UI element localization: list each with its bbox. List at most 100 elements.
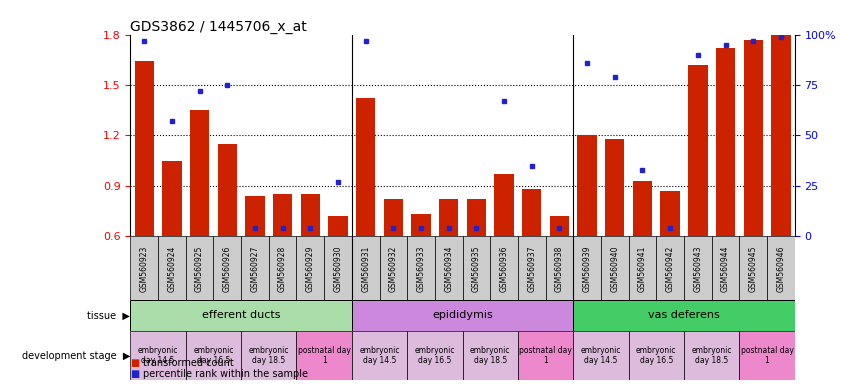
Bar	[739, 331, 795, 380]
Bar	[241, 236, 269, 300]
Bar	[328, 216, 347, 236]
Bar	[628, 236, 656, 300]
Bar	[739, 236, 767, 300]
Bar	[495, 174, 514, 236]
Bar	[518, 331, 574, 380]
Text: ■: ■	[130, 369, 140, 379]
Bar	[628, 331, 684, 380]
Bar	[218, 144, 237, 236]
Text: percentile rank within the sample: percentile rank within the sample	[143, 369, 308, 379]
Bar	[352, 236, 379, 300]
Text: efferent ducts: efferent ducts	[202, 310, 280, 320]
Bar	[684, 236, 711, 300]
Text: tissue  ▶: tissue ▶	[87, 310, 130, 320]
Bar	[463, 236, 490, 300]
Bar	[656, 236, 684, 300]
Bar	[135, 61, 154, 236]
Bar	[518, 236, 546, 300]
Bar	[711, 236, 739, 300]
Bar	[296, 331, 352, 380]
Text: GSM560943: GSM560943	[693, 246, 702, 292]
Text: postnatal day
1: postnatal day 1	[519, 346, 572, 366]
Text: embryonic
day 14.5: embryonic day 14.5	[359, 346, 399, 366]
Text: GSM560936: GSM560936	[500, 246, 509, 292]
Text: embryonic
day 16.5: embryonic day 16.5	[636, 346, 676, 366]
Text: embryonic
day 18.5: embryonic day 18.5	[691, 346, 732, 366]
Bar	[716, 48, 735, 236]
Bar	[407, 236, 435, 300]
Bar	[606, 139, 625, 236]
Text: GSM560926: GSM560926	[223, 246, 232, 292]
Bar	[273, 194, 293, 236]
Bar	[352, 331, 407, 380]
Bar	[550, 216, 569, 236]
Bar	[767, 236, 795, 300]
Bar	[214, 236, 241, 300]
Text: GSM560941: GSM560941	[638, 246, 647, 292]
Bar	[467, 199, 486, 236]
Bar	[574, 300, 795, 331]
Text: GSM560931: GSM560931	[361, 246, 370, 292]
Text: embryonic
day 18.5: embryonic day 18.5	[249, 346, 289, 366]
Text: epididymis: epididymis	[432, 310, 493, 320]
Bar	[632, 181, 652, 236]
Text: GSM560923: GSM560923	[140, 246, 149, 292]
Text: GSM560934: GSM560934	[444, 246, 453, 292]
Text: GSM560935: GSM560935	[472, 246, 481, 292]
Bar	[158, 236, 186, 300]
Text: GSM560927: GSM560927	[251, 246, 259, 292]
Text: GSM560940: GSM560940	[611, 246, 619, 292]
Bar	[186, 331, 241, 380]
Text: GSM560938: GSM560938	[555, 246, 564, 292]
Bar	[383, 199, 403, 236]
Bar	[771, 35, 791, 236]
Text: embryonic
day 16.5: embryonic day 16.5	[415, 346, 455, 366]
Bar	[241, 331, 296, 380]
Bar	[684, 331, 739, 380]
Text: GSM560928: GSM560928	[278, 246, 287, 292]
Bar	[190, 110, 209, 236]
Bar	[743, 40, 763, 236]
Bar	[356, 98, 375, 236]
Bar	[463, 331, 518, 380]
Bar	[490, 236, 518, 300]
Bar	[130, 331, 186, 380]
Bar	[324, 236, 352, 300]
Bar	[130, 300, 352, 331]
Text: ■: ■	[130, 358, 140, 368]
Text: vas deferens: vas deferens	[648, 310, 720, 320]
Bar	[660, 191, 680, 236]
Bar	[296, 236, 324, 300]
Text: GSM560942: GSM560942	[666, 246, 674, 292]
Bar	[601, 236, 628, 300]
Text: GDS3862 / 1445706_x_at: GDS3862 / 1445706_x_at	[130, 20, 307, 33]
Bar	[411, 214, 431, 236]
Bar	[435, 236, 463, 300]
Text: embryonic
day 18.5: embryonic day 18.5	[470, 346, 510, 366]
Bar	[546, 236, 574, 300]
Bar	[574, 236, 601, 300]
Text: development stage  ▶: development stage ▶	[22, 351, 130, 361]
Text: embryonic
day 16.5: embryonic day 16.5	[193, 346, 234, 366]
Text: postnatal day
1: postnatal day 1	[741, 346, 794, 366]
Text: GSM560939: GSM560939	[583, 246, 591, 292]
Text: transformed count: transformed count	[143, 358, 234, 368]
Bar	[522, 189, 542, 236]
Text: GSM560946: GSM560946	[776, 246, 785, 292]
Text: GSM560929: GSM560929	[306, 246, 315, 292]
Text: postnatal day
1: postnatal day 1	[298, 346, 351, 366]
Text: embryonic
day 14.5: embryonic day 14.5	[581, 346, 621, 366]
Text: GSM560937: GSM560937	[527, 246, 537, 292]
Bar	[130, 236, 158, 300]
Bar	[352, 300, 574, 331]
Text: GSM560944: GSM560944	[721, 246, 730, 292]
Bar	[269, 236, 296, 300]
Text: GSM560945: GSM560945	[748, 246, 758, 292]
Bar	[300, 194, 320, 236]
Text: GSM560933: GSM560933	[416, 246, 426, 292]
Bar	[688, 65, 707, 236]
Bar	[407, 331, 463, 380]
Bar	[578, 136, 597, 236]
Bar	[439, 199, 458, 236]
Text: GSM560932: GSM560932	[389, 246, 398, 292]
